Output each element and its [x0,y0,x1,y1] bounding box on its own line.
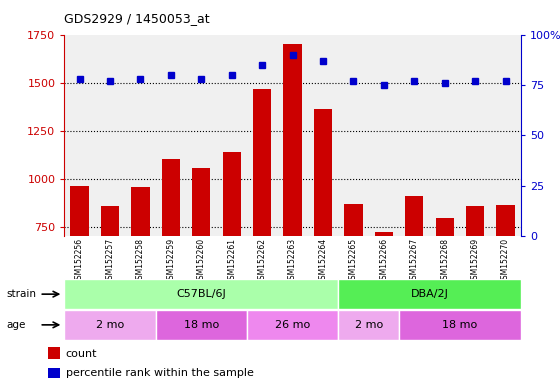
Text: GSM152267: GSM152267 [410,238,419,285]
Text: count: count [66,349,97,359]
Text: GSM152270: GSM152270 [501,238,510,285]
Text: GSM152259: GSM152259 [166,238,175,285]
Bar [64,310,156,340]
Text: 2 mo: 2 mo [96,320,124,330]
Bar [101,207,119,371]
Text: 2 mo: 2 mo [354,320,383,330]
Bar [466,207,484,371]
Bar [338,279,521,309]
Bar [48,368,60,378]
Text: 18 mo: 18 mo [184,320,219,330]
Text: GSM152257: GSM152257 [105,238,115,285]
Text: 26 mo: 26 mo [275,320,310,330]
Bar [283,44,302,371]
Text: C57BL/6J: C57BL/6J [176,289,226,299]
Bar [405,196,423,371]
Bar [497,205,515,371]
Bar [64,279,338,309]
Bar [48,347,60,359]
Bar [338,310,399,340]
Bar [314,109,332,371]
Bar [192,168,211,371]
Text: GSM152263: GSM152263 [288,238,297,285]
Bar [223,152,241,371]
Bar [132,187,150,371]
Bar [71,186,88,371]
Text: GSM152269: GSM152269 [470,238,480,285]
Bar [436,218,454,371]
Bar [399,310,521,340]
Text: DBA/2J: DBA/2J [410,289,449,299]
Text: age: age [7,320,26,330]
Text: 18 mo: 18 mo [442,320,478,330]
Text: GSM152260: GSM152260 [197,238,206,285]
Text: GDS2929 / 1450053_at: GDS2929 / 1450053_at [64,12,210,25]
Text: GSM152264: GSM152264 [319,238,328,285]
Bar [156,310,247,340]
Text: GSM152266: GSM152266 [379,238,389,285]
Text: GSM152258: GSM152258 [136,238,145,284]
Text: strain: strain [7,289,37,299]
Bar [253,89,271,371]
Bar [375,232,393,371]
Text: GSM152268: GSM152268 [440,238,449,284]
Text: GSM152262: GSM152262 [258,238,267,284]
Bar [162,159,180,371]
Text: percentile rank within the sample: percentile rank within the sample [66,368,253,378]
Text: GSM152261: GSM152261 [227,238,236,284]
Text: GSM152265: GSM152265 [349,238,358,285]
Bar [344,204,362,371]
Bar [247,310,338,340]
Text: GSM152256: GSM152256 [75,238,84,285]
